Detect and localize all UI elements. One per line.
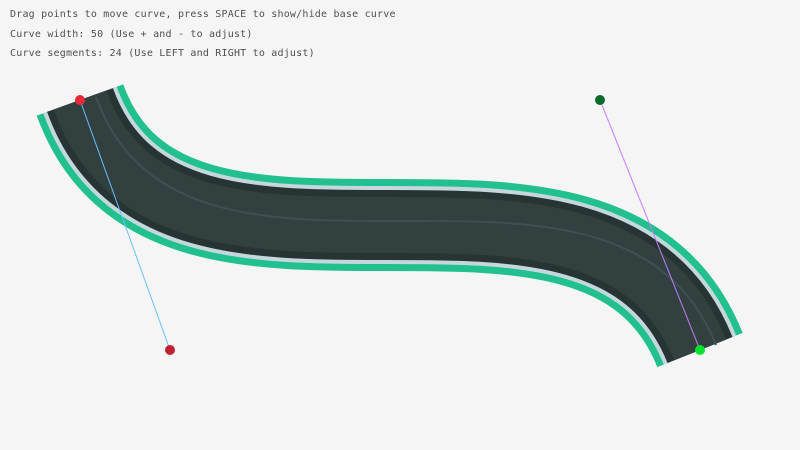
instruction-segments: Curve segments: 24 (Use LEFT and RIGHT t… xyxy=(10,48,315,59)
start-control-handle[interactable] xyxy=(165,345,175,355)
end-handle-line xyxy=(599,99,701,351)
start-point-handle[interactable] xyxy=(75,95,85,105)
road-surface xyxy=(53,89,726,362)
end-point-handle[interactable] xyxy=(695,345,705,355)
end-control-handle[interactable] xyxy=(595,95,605,105)
start-handle-line xyxy=(79,99,171,351)
instruction-width: Curve width: 50 (Use + and - to adjust) xyxy=(10,29,253,40)
instruction-drag: Drag points to move curve, press SPACE t… xyxy=(10,9,396,20)
road-lane-line xyxy=(95,96,717,346)
